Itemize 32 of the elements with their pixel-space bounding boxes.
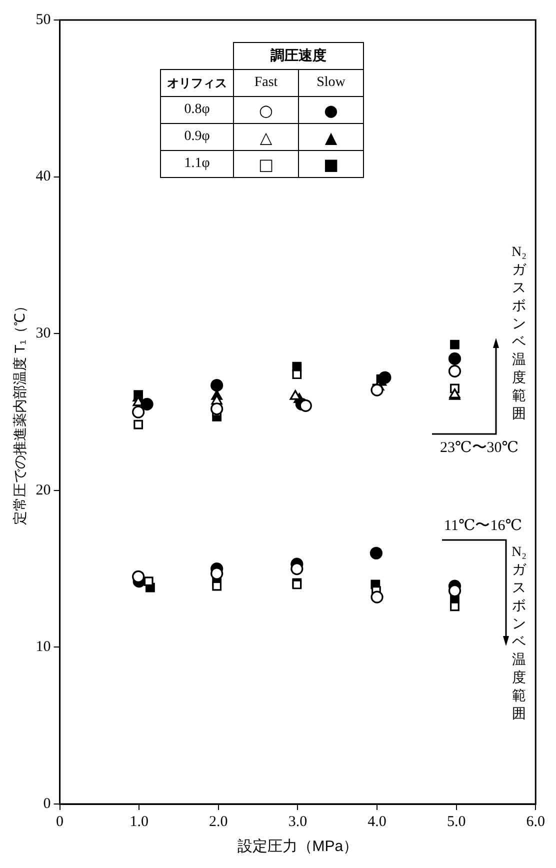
annotation: 23℃〜30℃ [440,439,519,457]
y-tick-label: 0 [43,796,51,812]
x-tick-label: 6.0 [526,814,545,830]
x-tick-label: 4.0 [368,814,386,830]
x-tick-label: 1.0 [130,814,148,830]
x-tick-label: 0 [56,814,64,830]
y-axis-title: 定常圧での推進薬内部温度 T₁（℃） [11,298,28,526]
annotation: △ [234,124,298,150]
y-tick-label: 10 [36,639,51,656]
annotation: □ [234,150,298,178]
annotation: ■ [298,150,364,178]
annotation: オリフィス [160,70,234,96]
x-tick-label: 3.0 [288,814,308,830]
y-tick-label: 30 [36,326,51,342]
annotation: 調圧速度 [234,42,364,70]
x-tick-label: 5.0 [446,814,466,830]
annotation: ▲ [298,124,364,150]
x-tick-label: 2.0 [209,814,228,830]
annotation: ● [298,96,364,124]
annotation: Fast [234,70,298,96]
y-tick-label: 40 [36,168,51,185]
annotation: 11℃〜16℃ [444,517,522,535]
annotation: 0.9φ [160,124,234,150]
annotation: ○ [234,96,298,124]
y-tick-label: 20 [36,482,51,498]
annotation: 0.8φ [160,96,234,124]
annotation: Slow [298,70,364,96]
text: N₂ガスボンベ温度範囲 [512,245,526,422]
x-axis-title: 設定圧力（MPa） [237,838,358,856]
annotation: 1.1φ [160,150,234,178]
y-tick-label: 50 [36,12,51,28]
text: N₂ガスボンベ温度範囲 [512,545,526,722]
